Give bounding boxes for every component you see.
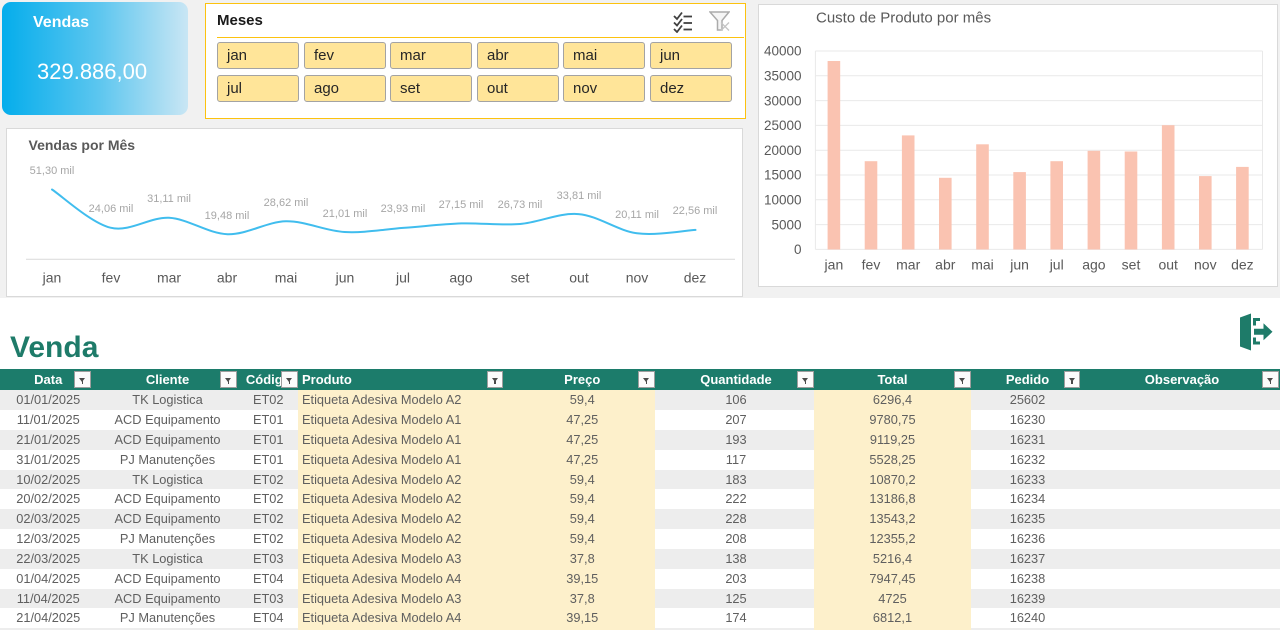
svg-text:ago: ago xyxy=(1082,257,1106,273)
svg-text:20000: 20000 xyxy=(764,143,802,158)
svg-text:35000: 35000 xyxy=(764,69,802,84)
svg-text:30000: 30000 xyxy=(764,93,802,108)
svg-text:out: out xyxy=(1158,257,1178,273)
svg-text:jan: jan xyxy=(824,257,844,273)
svg-text:20,11 mil: 20,11 mil xyxy=(615,209,659,221)
svg-text:jun: jun xyxy=(1009,257,1029,273)
svg-text:jul: jul xyxy=(1049,257,1064,273)
svg-text:Vendas por Mês: Vendas por Mês xyxy=(29,137,136,153)
svg-text:jun: jun xyxy=(335,270,355,286)
svg-text:mai: mai xyxy=(971,257,994,273)
svg-text:22,56 mil: 22,56 mil xyxy=(673,205,718,217)
svg-text:33,81 mil: 33,81 mil xyxy=(557,190,602,202)
svg-text:25000: 25000 xyxy=(764,118,802,133)
svg-text:24,06 mil: 24,06 mil xyxy=(89,203,134,215)
svg-text:mar: mar xyxy=(896,257,920,273)
svg-text:51,30 mil: 51,30 mil xyxy=(30,165,75,177)
svg-text:15000: 15000 xyxy=(764,168,802,183)
svg-text:dez: dez xyxy=(684,270,707,286)
svg-text:40000: 40000 xyxy=(764,44,802,59)
svg-text:19,48 mil: 19,48 mil xyxy=(205,210,250,222)
svg-text:mai: mai xyxy=(275,270,298,286)
svg-text:jan: jan xyxy=(42,270,62,286)
svg-text:21,01 mil: 21,01 mil xyxy=(323,208,368,220)
svg-text:28,62 mil: 28,62 mil xyxy=(264,197,309,209)
svg-text:fev: fev xyxy=(102,270,121,286)
svg-text:mar: mar xyxy=(157,270,181,286)
svg-text:31,11 mil: 31,11 mil xyxy=(147,193,191,205)
svg-text:fev: fev xyxy=(862,257,881,273)
svg-text:0: 0 xyxy=(794,242,802,257)
svg-text:27,15 mil: 27,15 mil xyxy=(439,199,484,211)
svg-text:dez: dez xyxy=(1231,257,1254,273)
svg-text:Custo de Produto por mês: Custo de Produto por mês xyxy=(816,10,991,27)
svg-text:out: out xyxy=(569,270,589,286)
svg-text:ago: ago xyxy=(449,270,473,286)
svg-text:10000: 10000 xyxy=(764,193,802,208)
svg-text:abr: abr xyxy=(217,270,238,286)
svg-text:26,73 mil: 26,73 mil xyxy=(498,199,543,211)
svg-text:5000: 5000 xyxy=(771,217,801,232)
svg-text:23,93 mil: 23,93 mil xyxy=(381,203,426,215)
svg-text:nov: nov xyxy=(626,270,649,286)
svg-text:set: set xyxy=(1122,257,1141,273)
svg-text:set: set xyxy=(511,270,530,286)
svg-text:jul: jul xyxy=(395,270,410,286)
svg-text:nov: nov xyxy=(1194,257,1217,273)
svg-text:abr: abr xyxy=(935,257,956,273)
